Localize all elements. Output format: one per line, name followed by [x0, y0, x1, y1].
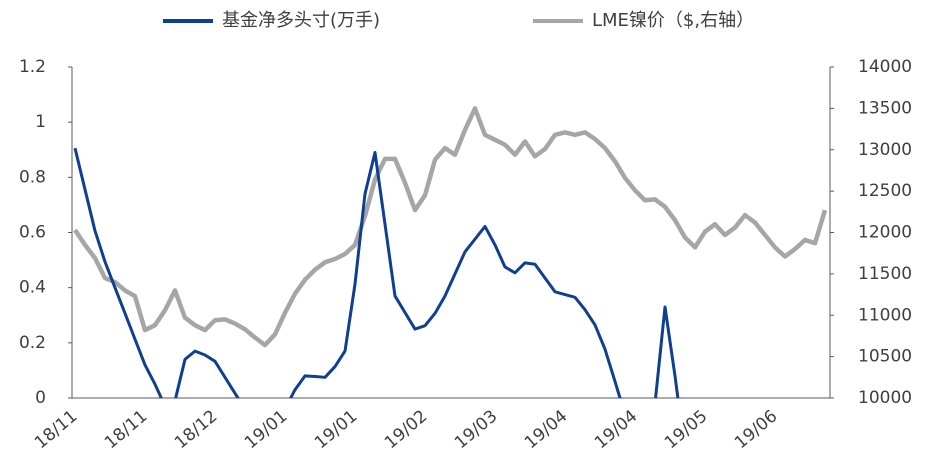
x-tick-label: 19/05	[661, 406, 711, 453]
series-line	[73, 106, 828, 348]
y2-tick-label: 11500	[858, 264, 912, 284]
y-tick-label: 0.8	[19, 167, 46, 187]
y2-tick-label: 13000	[858, 140, 912, 160]
y-tick-label: 0.6	[19, 223, 46, 243]
y2-tick-label: 14000	[858, 57, 912, 77]
y2-tick-label: 10000	[858, 388, 912, 408]
legend: 基金净多头寸(万手) LME镍价（$,右轴）	[163, 10, 754, 31]
x-tick-label: 19/01	[311, 406, 361, 453]
x-tick-label: 18/11	[101, 406, 151, 453]
legend-label: 基金净多头寸(万手)	[222, 10, 380, 31]
x-tick-label: 19/04	[521, 406, 571, 453]
x-tick-label: 19/06	[731, 406, 781, 453]
y-tick-label: 0	[35, 388, 46, 408]
y-tick-label: 1	[35, 112, 46, 132]
x-tick-label: 19/03	[451, 406, 501, 453]
y2-tick-label: 10500	[858, 347, 912, 367]
x-tick-label: 18/11	[31, 406, 81, 453]
y-tick-label: 0.4	[19, 278, 46, 298]
x-tick-label: 19/04	[591, 406, 641, 453]
series-line	[73, 147, 680, 398]
y2-tick-label: 12500	[858, 181, 912, 201]
x-tick-label: 18/12	[171, 406, 221, 453]
y2-tick-label: 12000	[858, 223, 912, 243]
x-tick-label: 19/02	[381, 406, 431, 453]
y-tick-label: 1.2	[19, 57, 46, 77]
x-tick-label: 19/01	[241, 406, 291, 453]
y2-tick-label: 11000	[858, 305, 912, 325]
legend-label: LME镍价（$,右轴）	[592, 10, 754, 31]
y2-tick-label: 13500	[858, 98, 912, 118]
y-tick-label: 0.2	[19, 333, 46, 353]
